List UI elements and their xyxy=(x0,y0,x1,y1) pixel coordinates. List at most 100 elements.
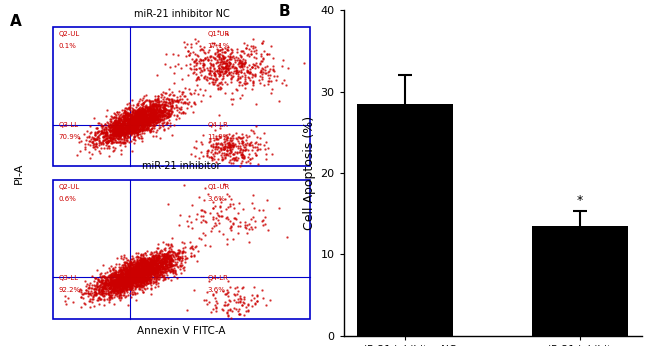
Point xyxy=(126,276,136,282)
Point xyxy=(130,275,140,280)
Point xyxy=(184,52,194,58)
Point xyxy=(205,154,216,159)
Point xyxy=(119,121,130,127)
Point xyxy=(139,260,149,266)
Point xyxy=(152,264,163,269)
Point xyxy=(133,272,143,277)
Point xyxy=(135,274,146,279)
Text: Q2-UL: Q2-UL xyxy=(58,184,80,190)
Point xyxy=(218,146,229,151)
Point xyxy=(184,213,194,218)
Point xyxy=(126,260,136,265)
Point xyxy=(138,257,148,262)
Point xyxy=(137,275,147,281)
Point xyxy=(156,266,167,271)
Point xyxy=(104,124,114,129)
Point xyxy=(113,130,123,136)
Point xyxy=(243,302,253,308)
Point xyxy=(122,273,132,279)
Point xyxy=(189,60,199,65)
Point xyxy=(136,106,146,111)
Point xyxy=(132,271,143,277)
Point xyxy=(148,252,158,257)
Point xyxy=(226,56,237,62)
Point xyxy=(109,130,119,135)
Point xyxy=(150,258,161,263)
Point xyxy=(139,125,150,130)
Point xyxy=(97,274,107,280)
Point xyxy=(143,270,154,276)
Point xyxy=(119,121,129,127)
Point xyxy=(122,109,132,114)
Point xyxy=(150,257,161,263)
Point xyxy=(135,101,146,107)
Point xyxy=(161,121,171,126)
Point xyxy=(143,121,154,127)
Point xyxy=(232,46,242,51)
Point xyxy=(163,111,173,116)
Point xyxy=(88,293,98,299)
Point xyxy=(178,249,188,254)
Point xyxy=(106,132,116,138)
Point xyxy=(142,120,152,125)
Point xyxy=(126,275,137,281)
Point xyxy=(123,277,133,282)
Point xyxy=(141,272,152,277)
Bar xyxy=(532,226,628,336)
Point xyxy=(212,300,222,306)
Point xyxy=(212,137,222,142)
Point xyxy=(132,268,142,274)
Point xyxy=(126,275,137,280)
Point xyxy=(124,104,135,110)
Point xyxy=(126,275,136,280)
Point xyxy=(122,269,132,274)
Point xyxy=(148,111,158,117)
Point xyxy=(137,100,148,106)
Point xyxy=(117,130,127,136)
Point xyxy=(137,278,147,284)
Point xyxy=(110,275,121,280)
Point xyxy=(157,262,167,268)
Point xyxy=(128,114,138,120)
Point xyxy=(126,113,136,119)
Point xyxy=(122,277,133,283)
Point xyxy=(100,136,110,142)
Point xyxy=(123,118,133,123)
Point xyxy=(132,133,143,138)
Point xyxy=(132,119,142,125)
Point xyxy=(122,277,133,282)
Point xyxy=(141,260,151,266)
Point xyxy=(109,280,119,285)
Point xyxy=(111,272,122,277)
Point xyxy=(122,120,133,126)
Point xyxy=(155,262,165,267)
Point xyxy=(230,135,240,141)
Point xyxy=(129,279,139,284)
Point xyxy=(146,282,156,288)
Point xyxy=(159,263,170,269)
Point xyxy=(145,268,156,274)
Point xyxy=(128,122,138,127)
Point xyxy=(114,120,124,126)
Point xyxy=(218,55,229,61)
Point xyxy=(132,271,143,276)
Point xyxy=(113,284,124,290)
Point xyxy=(128,103,138,108)
Point xyxy=(135,120,146,125)
Point xyxy=(251,153,261,158)
Point xyxy=(115,266,126,272)
Point xyxy=(109,282,119,288)
Point xyxy=(213,112,224,117)
Point xyxy=(120,118,130,124)
Point xyxy=(138,283,148,289)
Point xyxy=(137,122,148,128)
Point xyxy=(116,127,126,133)
Point xyxy=(151,260,161,266)
Point xyxy=(231,291,242,297)
Point xyxy=(133,266,144,272)
Point xyxy=(231,68,241,74)
Point xyxy=(129,136,139,142)
Point xyxy=(128,272,139,278)
Point xyxy=(143,116,154,121)
Point xyxy=(264,297,275,302)
